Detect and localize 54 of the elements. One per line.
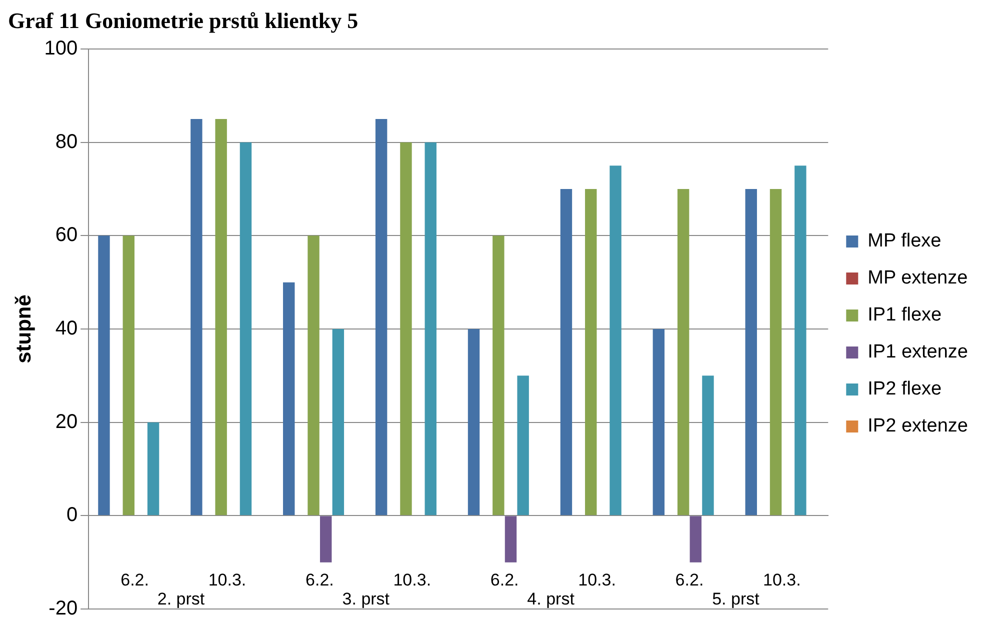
bar (400, 142, 412, 516)
y-tick-label: 0 (66, 504, 78, 526)
bar (517, 376, 529, 516)
bar (702, 376, 714, 516)
legend-label: IP2 flexe (868, 378, 942, 400)
y-tick-label: 80 (55, 130, 78, 153)
bar (492, 236, 504, 516)
bar (504, 516, 517, 562)
bar (794, 166, 806, 516)
bar (652, 329, 665, 516)
bar (240, 142, 252, 516)
bar (215, 119, 227, 516)
chart-title: Graf 11 Goniometrie prstů klientky 5 (8, 8, 360, 34)
legend-label: MP extenze (868, 268, 968, 289)
y-tick-label: 60 (55, 224, 78, 246)
y-tick-label: 40 (55, 318, 78, 340)
x-tick-label: 6.2. (490, 570, 519, 590)
y-axis-title: stupně (12, 294, 36, 364)
bar (190, 119, 202, 516)
legend-label: IP1 flexe (868, 304, 942, 326)
bar (610, 166, 622, 516)
legend-label: IP2 extenze (868, 416, 968, 437)
bar (677, 189, 690, 516)
x-tick-label: 10.3. (578, 570, 616, 590)
annotation: 5. prst (712, 590, 760, 609)
y-tick-label: 100 (44, 38, 78, 60)
bar (320, 516, 332, 562)
bar (122, 236, 134, 516)
legend-label: IP1 extenze (868, 342, 968, 363)
bar (468, 329, 480, 516)
x-tick-label: 10.3. (763, 570, 801, 590)
annotation: 3. prst (342, 590, 390, 609)
y-tick-label: 20 (55, 410, 78, 433)
bar (147, 422, 160, 516)
x-tick-label: 10.3. (393, 570, 432, 590)
bar (770, 189, 782, 516)
bar (585, 189, 597, 516)
bar (332, 329, 344, 516)
x-tick-label: 6.2. (306, 570, 334, 590)
bar (560, 189, 572, 516)
x-tick-label: 10.3. (208, 570, 246, 590)
bar (98, 236, 110, 516)
x-tick-label: 6.2. (120, 570, 149, 590)
legend-label: MP flexe (868, 230, 942, 252)
bar (308, 236, 320, 516)
bar (375, 119, 388, 516)
x-tick-label: 6.2. (675, 570, 704, 590)
bar (690, 516, 702, 562)
annotation: 4. prst (527, 590, 575, 609)
bar (745, 189, 757, 516)
bar (424, 142, 436, 516)
y-tick-label: -20 (48, 598, 78, 620)
annotation: 2. prst (157, 590, 205, 609)
bar (283, 282, 295, 516)
